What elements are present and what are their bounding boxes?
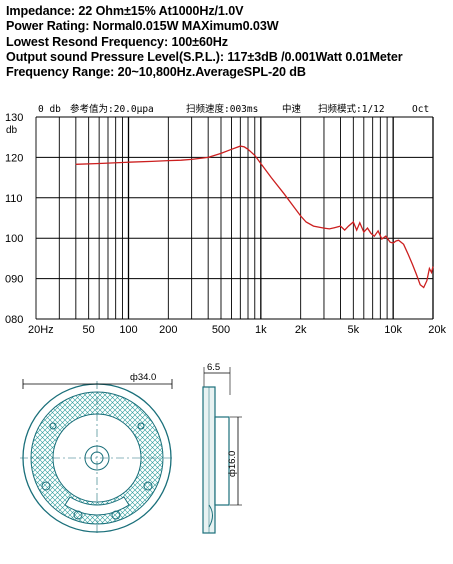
terminal-slot	[64, 496, 130, 516]
y-tick-label: 130	[5, 112, 23, 124]
x-tick-label: 100	[119, 324, 137, 336]
header-ref-value: 参考值为:20.0μpa	[70, 103, 154, 115]
header-sweep-speed: 扫频速度:003ms	[186, 103, 258, 115]
y-tick-label: 080	[5, 314, 23, 326]
vent-left	[49, 422, 57, 430]
side-magnet	[214, 416, 230, 506]
solder-pad-bottom-left	[73, 510, 83, 520]
side-view: 6.5 ф16.0	[202, 362, 242, 534]
solder-pad-bottom-right	[111, 510, 121, 520]
spec-spl: Output sound Pressure Level(S.P.L.): 117…	[6, 49, 403, 64]
frequency-response-chart: 0 db 参考值为:20.0μpa 扫频速度:003ms 中速 扫频模式:1/1…	[5, 103, 446, 336]
y-axis-label: db	[6, 125, 18, 136]
inner-diameter-label: ф16.0	[227, 451, 238, 477]
header-ref-db: 0 db	[38, 104, 61, 115]
x-tick-label: 10k	[384, 324, 402, 336]
spec-frequency-range: Frequency Range: 20~10,800Hz.AverageSPL-…	[6, 65, 306, 80]
y-tick-label: 100	[5, 233, 23, 245]
spec-impedance: Impedance: 22 Ohm±15% At1000Hz/1.0V	[6, 4, 244, 18]
y-tick-labels: 130 120 110 100 090 080	[5, 112, 23, 326]
side-terminal	[208, 504, 213, 528]
y-tick-label: 110	[5, 193, 23, 205]
y-tick-label: 120	[5, 152, 23, 164]
x-tick-label: 1k	[255, 324, 267, 336]
x-tick-label: 50	[83, 324, 95, 336]
chart-grid	[35, 116, 434, 320]
spec-block: Impedance: 22 Ohm±15% At1000Hz/1.0V Powe…	[6, 4, 453, 80]
spec-power-rating: Power Rating: Normal0.015W MAXimum0.03W	[6, 19, 279, 34]
front-view: ф34.0	[20, 372, 174, 535]
y-tick-label: 090	[5, 274, 23, 286]
x-tick-label: 20k	[428, 324, 446, 336]
header-oct: Oct	[412, 104, 429, 115]
header-speed: 中速	[282, 103, 302, 115]
x-tick-label: 5k	[348, 324, 360, 336]
outer-diameter-label: ф34.0	[130, 372, 156, 383]
x-tick-label: 500	[212, 324, 230, 336]
response-curve	[75, 145, 434, 289]
spec-resonance: Lowest Resond Frequency: 100±60Hz	[6, 34, 228, 49]
x-tick-labels: 20Hz 50 100 200 500 1k 2k 5k 10k 20k	[28, 324, 446, 336]
x-tick-label: 2k	[295, 324, 307, 336]
solder-pad-right	[143, 481, 153, 491]
header-sweep-mode: 扫频模式:1/12	[318, 103, 385, 115]
vent-right	[137, 422, 145, 430]
depth-label: 6.5	[207, 362, 220, 373]
x-tick-label: 200	[159, 324, 177, 336]
x-tick-label: 20Hz	[28, 324, 54, 336]
dimension-drawing: ф34.0 6.5 ф16.0	[20, 362, 242, 535]
solder-pad-left	[41, 481, 51, 491]
